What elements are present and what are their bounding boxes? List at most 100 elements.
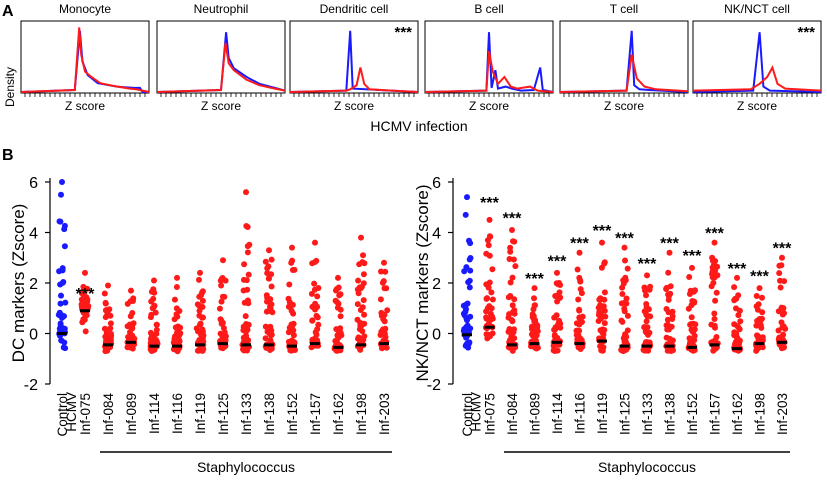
series-inf-162 (331, 274, 345, 354)
data-point (308, 290, 315, 297)
data-point (286, 324, 293, 331)
data-point (529, 323, 536, 330)
data-point (263, 292, 270, 299)
data-point (333, 338, 340, 345)
data-point (288, 259, 295, 266)
data-point (531, 295, 537, 302)
data-point (360, 297, 367, 304)
data-point (574, 266, 581, 273)
data-point (506, 311, 513, 318)
data-point (241, 261, 248, 268)
data-point-max (711, 239, 718, 246)
category-label: Inf-116 (170, 393, 185, 434)
infected-density-line (289, 67, 419, 93)
series-control (460, 194, 474, 351)
data-point (601, 307, 608, 314)
data-point (599, 329, 606, 336)
data-point (61, 226, 68, 233)
data-point (377, 296, 384, 303)
data-point (511, 296, 518, 303)
data-point (173, 333, 180, 340)
data-point (175, 323, 181, 330)
series-inf-157 (708, 239, 721, 354)
data-point (733, 305, 739, 312)
significance-mark: *** (548, 253, 567, 270)
infected-density-line (559, 54, 689, 93)
data-point (196, 276, 202, 283)
data-point (511, 307, 518, 314)
data-point-max (509, 227, 515, 233)
data-point (268, 256, 275, 263)
series-inf-119 (595, 239, 609, 354)
category-label: Inf-125 (216, 393, 231, 435)
data-point (125, 334, 132, 340)
data-point (754, 306, 761, 313)
data-point-max (312, 239, 318, 246)
data-point-max (358, 234, 364, 241)
data-point (148, 288, 155, 295)
data-point (127, 298, 134, 305)
data-point (244, 286, 251, 293)
data-point (756, 316, 763, 323)
data-point (337, 291, 344, 298)
data-point (356, 261, 363, 268)
y-tick-label: 6 (29, 175, 38, 192)
data-point (381, 311, 388, 318)
series-control (55, 179, 69, 352)
data-point (753, 293, 760, 299)
data-point (688, 321, 695, 327)
data-point (124, 323, 131, 330)
data-point-max (621, 244, 628, 251)
x-axis-label: Z score (65, 99, 105, 113)
data-point (737, 318, 744, 325)
data-point (196, 302, 203, 309)
data-point (108, 332, 115, 339)
data-point (290, 321, 297, 328)
data-point (621, 308, 628, 315)
data-point-max (335, 274, 341, 281)
data-point (510, 256, 517, 263)
data-point (61, 325, 68, 332)
data-point (82, 328, 89, 335)
data-point (753, 322, 760, 329)
data-point (264, 270, 271, 277)
x-axis-label: Z score (737, 99, 777, 113)
data-point (486, 303, 493, 310)
category-label: Inf-084 (101, 393, 116, 436)
data-point (219, 293, 226, 300)
data-point (624, 327, 631, 334)
data-point (601, 260, 608, 267)
data-point (199, 328, 206, 335)
data-point (355, 277, 362, 284)
data-point (486, 233, 493, 240)
data-point (663, 285, 670, 292)
series-inf-138 (262, 247, 276, 353)
data-point (62, 299, 69, 306)
data-point (533, 332, 540, 339)
data-point (463, 264, 470, 271)
x-axis-label: Z score (469, 99, 509, 113)
data-point (624, 312, 631, 319)
data-point (174, 313, 181, 320)
data-point (358, 283, 365, 290)
series-inf-084 (101, 282, 115, 355)
significance-mark: *** (593, 223, 612, 240)
density-title: Monocyte (59, 2, 111, 16)
y-tick-label: 0 (29, 327, 38, 344)
y-tick-label: 4 (29, 226, 38, 243)
data-point (709, 268, 716, 275)
data-point (361, 311, 368, 318)
data-point (577, 277, 584, 284)
series-inf-116 (170, 274, 184, 355)
significance-mark: *** (728, 261, 747, 278)
data-point (244, 224, 251, 230)
data-point (619, 291, 626, 297)
data-point (534, 327, 540, 334)
data-point (460, 310, 467, 317)
significance-mark: *** (615, 231, 634, 248)
data-point (466, 277, 473, 284)
data-point (291, 266, 298, 273)
data-point (714, 263, 721, 270)
